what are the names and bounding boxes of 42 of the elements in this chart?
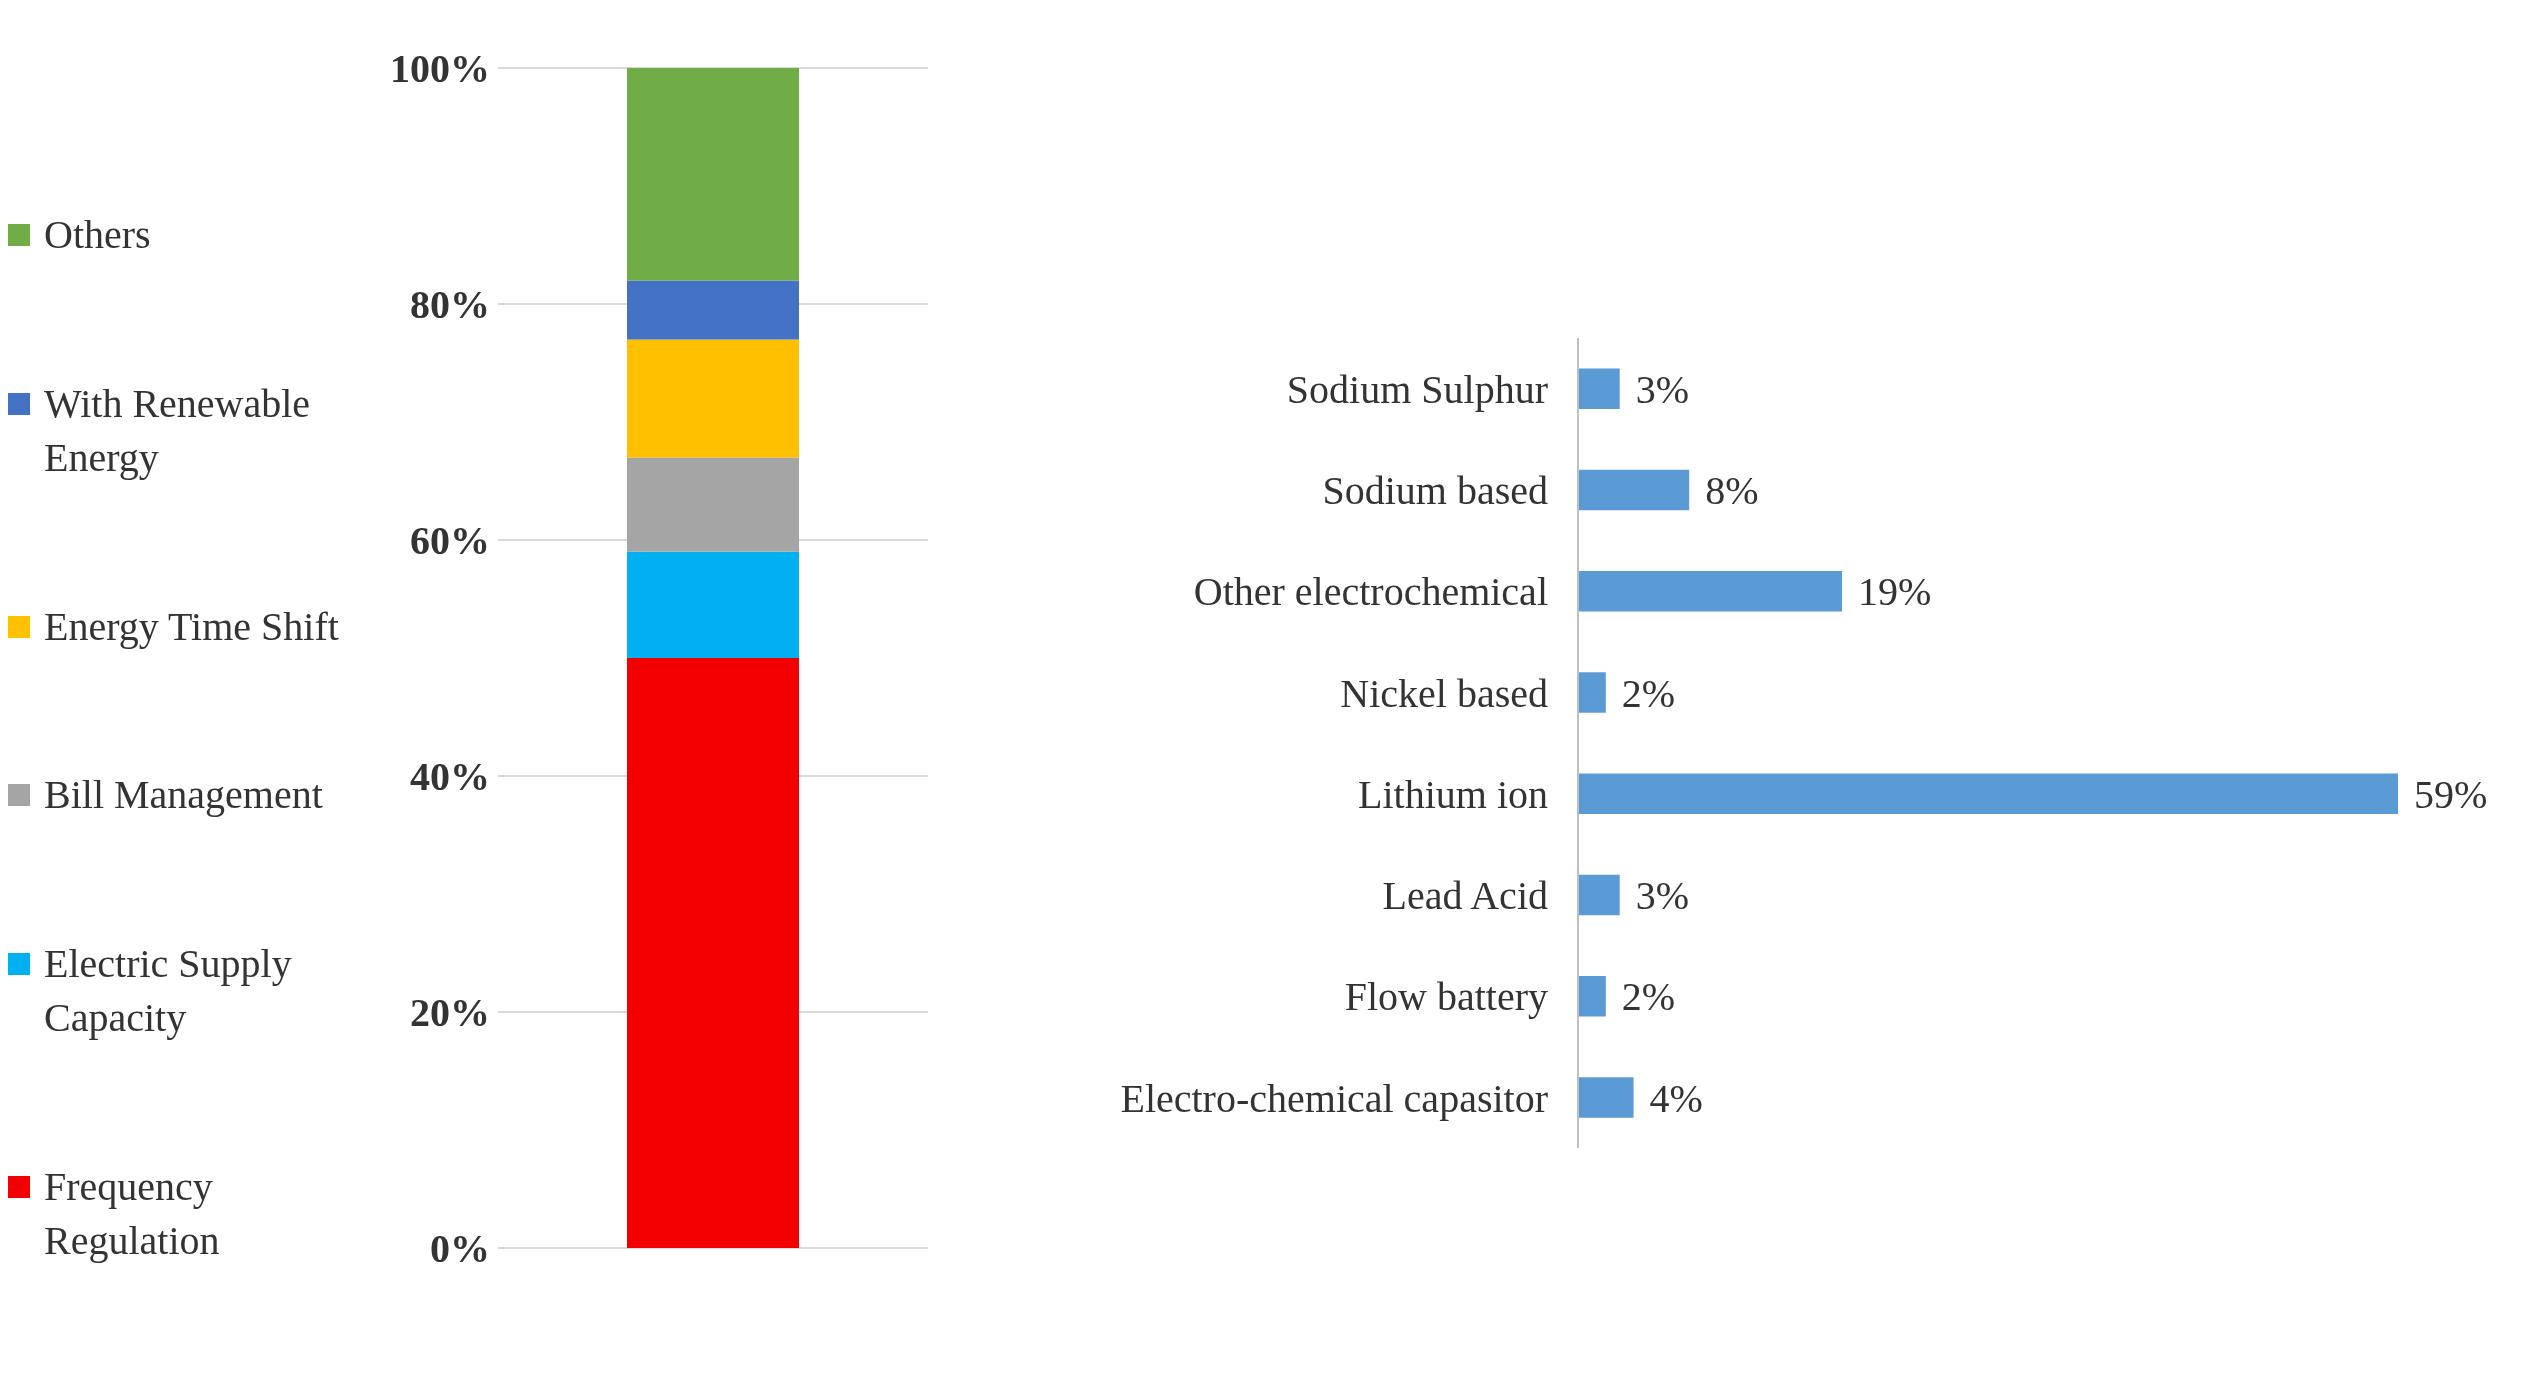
y-tick-label: Sodium Sulphur (1286, 366, 1548, 412)
y-tick-label: 60% (410, 518, 490, 564)
bar (1578, 773, 2398, 814)
y-tick-label: 40% (410, 754, 490, 800)
bar (627, 551, 799, 658)
y-tick-label: Lithium ion (1358, 771, 1548, 817)
bar (1578, 368, 1620, 409)
data-label: 59% (2414, 771, 2488, 817)
bar (1578, 469, 1690, 511)
y-tick-label: Electro-chemical capasitor (1120, 1075, 1548, 1121)
y-tick-label: 20% (410, 990, 490, 1036)
y-tick-label: 80% (410, 282, 490, 328)
legend-label: Frequency Regulation (44, 1163, 221, 1265)
bar (627, 457, 799, 552)
y-tick-label: Other electrochemical (1193, 569, 1548, 615)
bar (627, 658, 799, 1248)
bar (627, 68, 799, 281)
y-tick-label: 100% (390, 46, 490, 92)
data-label: 2% (1621, 670, 1676, 716)
data-label: 4% (1649, 1075, 1703, 1121)
data-label: 8% (1705, 468, 1759, 514)
legend-label: Others (44, 211, 151, 259)
bar (1578, 1077, 1634, 1118)
bar (1578, 975, 1606, 1017)
bar (1578, 570, 1843, 612)
bar (1578, 874, 1620, 916)
bar (627, 280, 799, 340)
data-label: 19% (1858, 569, 1932, 615)
legend-label: With Renewable Energy (44, 379, 312, 482)
data-label: 3% (1635, 873, 1690, 919)
y-tick-label: Lead Acid (1382, 873, 1548, 919)
data-label: 3% (1635, 366, 1690, 412)
data-label: 2% (1621, 974, 1676, 1020)
y-tick-label: Sodium based (1322, 468, 1548, 514)
bar (1578, 672, 1606, 713)
y-tick-label: Flow battery (1344, 974, 1548, 1020)
legend-label: Bill Management (44, 771, 323, 820)
legend-label: Energy Time Shift (44, 602, 339, 651)
y-tick-label: Nickel based (1340, 670, 1548, 716)
bar (627, 339, 799, 458)
legend-label: Electric Supply Capacity (44, 940, 293, 1043)
y-tick-label: 0% (430, 1226, 490, 1272)
